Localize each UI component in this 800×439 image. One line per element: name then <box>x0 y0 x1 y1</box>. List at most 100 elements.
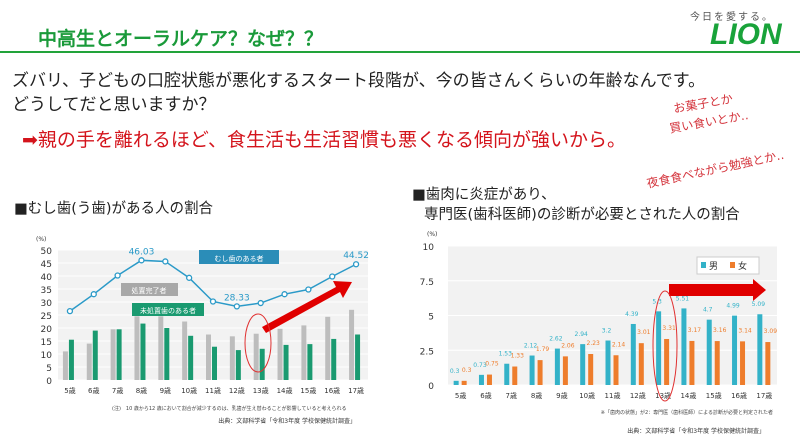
data-label-female: 3.17 <box>688 327 702 334</box>
data-label-female: 0.3 <box>462 367 472 374</box>
logo-tagline: 今日を愛する。 <box>690 12 774 23</box>
x-tick-label: 5歳 <box>64 386 75 395</box>
page-title: 中高生とオーラルケア？なぜ？？ <box>38 28 324 50</box>
data-label: 44.52 <box>343 251 369 261</box>
bar-treated <box>229 336 235 380</box>
footnote: (注) 10 歳から12 歳において割合が減少するのは、乳歯が生え替わることが影… <box>112 405 347 412</box>
x-tick-label: 7歳 <box>506 391 517 400</box>
bar-treated <box>182 321 188 380</box>
point-cavity <box>90 291 97 298</box>
bar-male <box>706 319 712 385</box>
x-tick-label: 12歳 <box>229 386 245 395</box>
x-tick-label: 15歳 <box>706 391 722 400</box>
bar-treated <box>62 351 68 380</box>
y-tick-label: 0 <box>428 382 434 392</box>
bar-untreated <box>283 344 289 380</box>
y-tick-label: 5 <box>428 313 434 323</box>
x-tick-label: 17歳 <box>756 391 772 400</box>
point-cavity <box>329 273 336 280</box>
bar-untreated <box>307 344 313 380</box>
y-tick-label: 15 <box>41 338 52 348</box>
title-divider <box>0 51 800 53</box>
bar-male <box>757 314 763 385</box>
point-cavity <box>186 274 193 281</box>
y-tick-label: 40 <box>41 273 53 283</box>
x-tick-label: 5歳 <box>455 391 466 400</box>
trend-arrow <box>262 281 352 333</box>
data-label-female: 1.79 <box>536 346 550 353</box>
data-label-male: 1.53 <box>499 351 513 358</box>
data-label-male: 5.51 <box>676 295 690 302</box>
data-label-female: 2.23 <box>587 340 601 347</box>
data-label-male: 0.3 <box>450 368 460 375</box>
data-label-female: 3.16 <box>713 327 727 334</box>
bar-male <box>478 374 484 385</box>
x-tick-label: 14歳 <box>680 391 696 400</box>
bar-male <box>580 344 586 385</box>
y-tick-label: 7.5 <box>420 278 434 288</box>
highlight-13 <box>652 290 678 402</box>
data-label-female: 3.01 <box>637 329 651 336</box>
point-cavity <box>162 258 169 265</box>
data-label-female: 3.14 <box>738 327 752 334</box>
x-tick-label: 14歳 <box>277 386 293 395</box>
legend-female-label: 女 <box>738 260 747 272</box>
data-label-male: 4.7 <box>703 307 713 314</box>
source: 出典：文部科学省「令和3年度 学校保健統計調査」 <box>627 427 765 435</box>
bar-untreated <box>355 334 361 380</box>
right-chart-heading-1: ■歯肉に炎症があり、 <box>412 187 556 203</box>
bar-treated <box>86 343 92 380</box>
bar-treated <box>206 334 211 380</box>
bar-untreated <box>116 329 122 380</box>
x-tick-label: 11歳 <box>205 386 221 395</box>
y-tick-label: 2.5 <box>420 347 434 357</box>
x-tick-label: 17歳 <box>348 386 364 395</box>
legend <box>696 256 760 275</box>
point-cavity <box>281 291 288 298</box>
y-tick-label: 20 <box>41 325 53 335</box>
bar-untreated <box>212 346 217 380</box>
data-label-male: 3.2 <box>602 328 612 335</box>
bar-untreated <box>259 348 265 380</box>
bar-treated <box>301 325 307 380</box>
footnote: ※「歯肉の状態」が2：専門医（歯科医師）による診断が必要と判定された者 <box>601 409 773 416</box>
bar-female <box>664 338 670 385</box>
bar-treated <box>110 329 116 380</box>
y-tick-label: 30 <box>41 299 53 309</box>
bar-female <box>461 380 467 385</box>
bar-female <box>613 355 619 385</box>
legend-untreated <box>132 303 204 316</box>
data-label-male: 4.39 <box>625 311 639 318</box>
lion-logo: LION <box>710 18 782 51</box>
y-tick-label: 10 <box>423 243 435 253</box>
right-chart-heading-2: 専門医(歯科医師)の診断が必要とされた人の割合 <box>424 207 740 223</box>
y-unit: (%) <box>36 236 46 243</box>
bar-treated <box>325 316 331 380</box>
bar-untreated <box>331 338 337 380</box>
data-label-male: 4.99 <box>726 303 740 310</box>
data-label-male: 2.94 <box>575 331 589 338</box>
data-label-female: 0.75 <box>485 361 499 368</box>
x-tick-label: 11歳 <box>605 391 621 400</box>
bar-treated <box>134 316 140 380</box>
x-tick-label: 10歳 <box>579 391 595 400</box>
data-label-male: 5.09 <box>752 301 766 308</box>
bar-female <box>714 341 720 385</box>
point-cavity <box>209 298 217 305</box>
y-unit: (%) <box>427 231 437 238</box>
bar-untreated <box>140 323 146 380</box>
bar-male <box>630 323 636 385</box>
legend-cavity-label: むし歯のある者 <box>215 254 264 263</box>
x-tick-label: 9歳 <box>160 386 171 395</box>
data-label-female: 2.14 <box>612 341 626 348</box>
question-line-2: どうしてだと思いますか？ <box>12 95 216 115</box>
bar-male <box>529 355 535 385</box>
point-cavity <box>66 307 74 315</box>
point-cavity <box>233 303 240 310</box>
x-tick-label: 16歳 <box>324 386 340 395</box>
legend-male-swatch <box>701 262 706 268</box>
data-label-female: 3.31 <box>662 325 676 332</box>
bar-female <box>537 360 543 385</box>
bar-female <box>638 343 644 385</box>
